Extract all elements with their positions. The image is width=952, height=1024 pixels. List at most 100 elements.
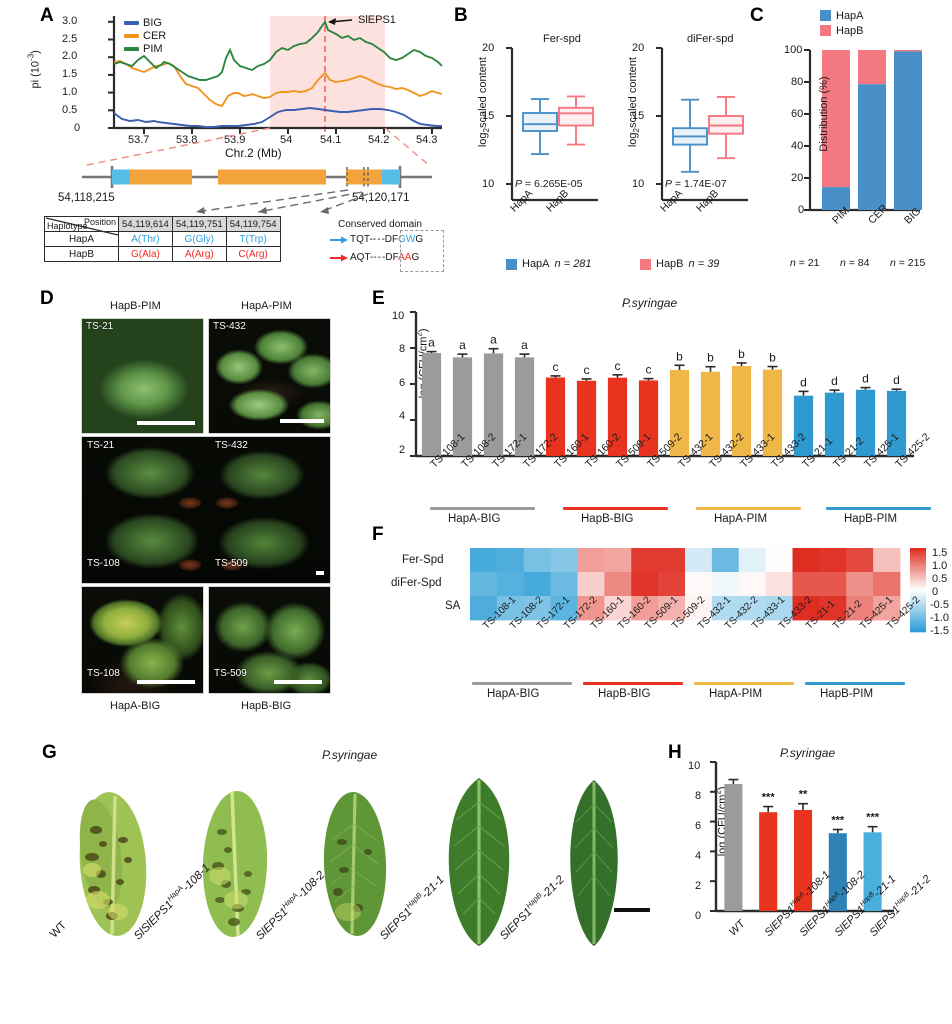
panel-a-legend-item-cer: CER bbox=[124, 29, 166, 42]
panel-e-letter: E bbox=[372, 288, 385, 309]
panel-c-count-cer: n = 84 bbox=[840, 257, 870, 269]
bar-1: *** bbox=[759, 792, 778, 911]
photo-grid-plants: TS-21 TS-432 TS-108 TS-509 bbox=[81, 436, 331, 584]
heatmap-cell bbox=[496, 548, 525, 573]
panel-b1-ytick-15: 15 bbox=[482, 110, 495, 122]
panel-b-ylabel-pre-2: log bbox=[626, 132, 639, 148]
panel-b-ylabel-pre-1: log bbox=[476, 132, 489, 148]
bar-TS-433-2: b bbox=[762, 351, 783, 456]
heatmap-cell bbox=[873, 572, 901, 597]
panel-f-group-label-hapb-pim: HapB-PIM bbox=[820, 688, 874, 700]
panel-a-xtick-1: 53.7 bbox=[128, 134, 150, 146]
heatmap-cell bbox=[711, 548, 740, 573]
panel-a-xtick-3: 53.9 bbox=[224, 134, 246, 146]
panel-f-rowlabel-sa: SA bbox=[445, 600, 461, 612]
panel-a-ylabel: pi (10-3) bbox=[27, 19, 42, 119]
sig-letter: c bbox=[646, 363, 652, 377]
hapa-domain-prefix: TQT- bbox=[350, 234, 373, 245]
heatmap-cell bbox=[523, 572, 552, 597]
panel-b-legend-hapa: HapA n = 281 bbox=[506, 258, 592, 270]
panel-f-group-line-hapa-big bbox=[472, 682, 572, 685]
bar-TS-21-2: d bbox=[824, 374, 845, 456]
heatmap-cell bbox=[631, 596, 659, 621]
sig-letter: c bbox=[615, 359, 621, 373]
panel-c-ytick-20: 20 bbox=[791, 172, 804, 184]
leaf-hapb-21-2 bbox=[554, 776, 634, 948]
panel-f-rowlabel-fer-spd: Fer-Spd bbox=[402, 554, 444, 566]
heatmap-cell bbox=[819, 548, 847, 573]
panel-a-gene-model bbox=[60, 160, 450, 194]
colorbar-tick-10: 1.0 bbox=[932, 560, 948, 572]
panel-a: A bbox=[0, 0, 450, 290]
panel-c-letter: C bbox=[750, 5, 764, 26]
panel-a-annotation-sleps1: SlEPS1 bbox=[358, 14, 396, 26]
heatmap-cell bbox=[792, 572, 820, 597]
panel-f-group-label-hapa-big: HapA-BIG bbox=[487, 688, 540, 700]
panel-a-xtick-2: 53.8 bbox=[176, 134, 198, 146]
hapb-allele-3: C(Arg) bbox=[225, 246, 281, 262]
bar-TS-160-1: c bbox=[545, 360, 566, 456]
panel-d-toplabel-1: HapB-PIM bbox=[110, 300, 161, 312]
heatmap-cell bbox=[765, 596, 793, 621]
panel-e-group-line-hapa-big bbox=[430, 507, 535, 510]
significance-mark: ** bbox=[799, 789, 808, 801]
hapa-domain-mid: -DF bbox=[381, 234, 399, 245]
panel-a-pi-plot bbox=[62, 8, 452, 158]
panel-b1-pvalue: P = 6.265E-05 bbox=[515, 178, 583, 190]
corner-position-label: Position bbox=[83, 217, 116, 227]
leaf-hapa-108-1 bbox=[190, 780, 280, 942]
legend-swatch-cer bbox=[124, 33, 139, 38]
panel-c-ylabel: Distribution (%) bbox=[818, 76, 830, 152]
heatmap-cell bbox=[523, 596, 552, 621]
panel-f-group-label-hapa-pim: HapA-PIM bbox=[709, 688, 763, 700]
bar-cer-hapa bbox=[858, 84, 886, 210]
panel-a-gene-left-coord: 54,118,215 bbox=[58, 192, 115, 204]
legend-swatch-pim bbox=[124, 46, 139, 51]
panel-b2-pvalue: P = 1.74E-07 bbox=[665, 178, 727, 190]
panel-e-ytick-8: 8 bbox=[399, 343, 406, 355]
heatmap-cell bbox=[577, 596, 605, 621]
hapb-domain-prefix: AQT- bbox=[350, 252, 374, 263]
boxplot-hapa bbox=[672, 98, 708, 173]
significance-mark: *** bbox=[762, 792, 776, 804]
legend-label-hapb: HapB bbox=[836, 24, 864, 37]
sig-letter: d bbox=[831, 374, 838, 388]
hapa-allele-1: A(Thr) bbox=[118, 231, 173, 247]
panel-a-snp-connectors bbox=[195, 189, 369, 214]
panel-b-ylabel-2: log2scaled content bbox=[627, 42, 641, 162]
heatmap-cell bbox=[846, 572, 874, 597]
legend-swatch-hapa bbox=[506, 258, 517, 270]
table-row: HapA A(Thr) G(Gly) T(Trp) bbox=[44, 231, 281, 247]
panel-h: H P.syringae log (CFU/cm2) *** ** *** *** 1… bbox=[660, 738, 952, 1024]
heatmap-cell bbox=[604, 572, 632, 597]
bar-cer-hapb bbox=[858, 50, 886, 85]
sig-letter: d bbox=[800, 375, 807, 389]
panel-e-ytick-10: 10 bbox=[392, 310, 405, 322]
panel-c-ytick-60: 60 bbox=[791, 108, 804, 120]
photo-label-ts509: TS-509 bbox=[214, 668, 247, 679]
bar-TS-432-2: b bbox=[700, 351, 721, 456]
heatmap-cell bbox=[792, 596, 820, 621]
heatmap-cell bbox=[470, 548, 498, 573]
photo-label-ts21: TS-21 bbox=[87, 440, 115, 451]
panel-b-chart-difer-spd bbox=[648, 40, 753, 215]
panel-e-group-label-hapb-big: HapB-BIG bbox=[581, 513, 634, 525]
heatmap-cell bbox=[523, 548, 552, 573]
colorbar-tick-05: 0.5 bbox=[932, 573, 948, 585]
hapa-allele-2: G(Gly) bbox=[171, 231, 227, 247]
panel-b1-title: Fer-spd bbox=[543, 33, 581, 45]
sig-letter: b bbox=[738, 347, 745, 361]
panel-c-legend: HapA HapB bbox=[820, 8, 864, 38]
panel-a-ytick-05: 0.5 bbox=[62, 104, 78, 116]
panel-a-ylabel-text: pi (10 bbox=[29, 60, 42, 89]
bar-TS-509-1: c bbox=[607, 359, 628, 456]
panel-e-xlabels: TS-108-1 TS-108-2 TS-172-1 TS-172-2 TS-160-1… bbox=[406, 431, 932, 518]
sig-letter: a bbox=[428, 336, 435, 350]
heatmap-cell bbox=[631, 548, 659, 573]
panel-a-xlabel: Chr.2 (Mb) bbox=[225, 146, 282, 160]
panel-b2-ytick-15: 15 bbox=[632, 110, 645, 122]
legend-label-cer: CER bbox=[143, 29, 167, 42]
hapa-allele-3: T(Trp) bbox=[225, 231, 281, 247]
panel-f: F Fer-Spd diFer-Spd SA 1.5 1.0 0.5 0 -0.… bbox=[370, 524, 952, 734]
colorbar-tick-m05: -0.5 bbox=[930, 599, 949, 611]
